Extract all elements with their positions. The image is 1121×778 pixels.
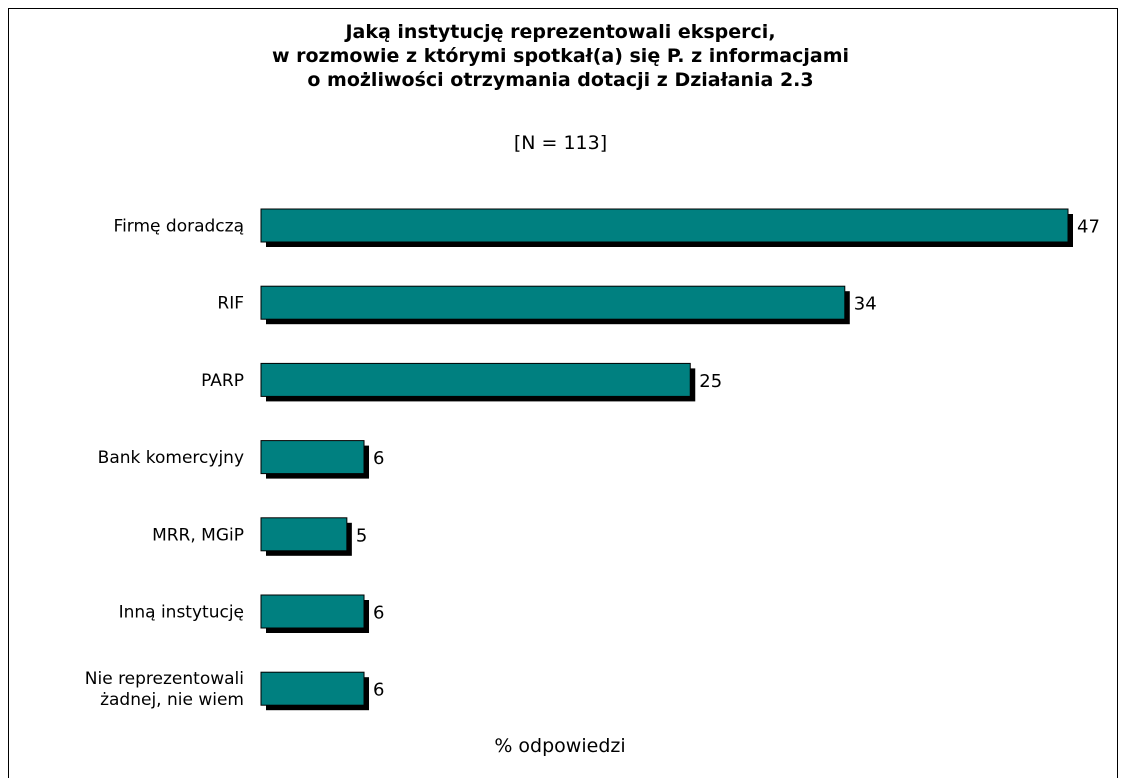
data-label: 6 [373,448,384,469]
category-label: Firmę doradczą [114,217,244,237]
category-label: PARP [201,371,244,391]
data-label: 47 [1077,217,1100,238]
title-line-2: w rozmowie z którymi spotkał(a) się P. z… [271,45,850,67]
category-label: RIF [217,294,244,314]
data-label: 6 [373,603,384,624]
bar [260,517,348,552]
category-label: żadnej, nie wiem [100,690,244,710]
chart-subtitle: [N = 113] [513,132,608,154]
category-label: MRR, MGiP [152,525,244,545]
title-line-3: o możliwości otrzymania dotacji z Działa… [307,69,814,91]
chart-title: Jaką instytucję reprezentowali eksperci,… [0,20,1121,92]
bar [260,594,365,629]
category-label: Inną instytucję [119,603,244,623]
bar [260,362,691,397]
category-label: Nie reprezentowali [85,669,244,689]
data-label: 34 [854,294,877,315]
x-axis-label: % odpowiedzi [494,735,626,757]
bar [260,671,365,706]
title-line-1: Jaką instytucję reprezentowali eksperci, [345,21,776,43]
category-label: Bank komercyjny [98,448,244,468]
data-label: 6 [373,680,384,701]
bar [260,285,846,320]
data-label: 25 [699,371,722,392]
data-label: 5 [356,525,367,546]
bar [260,208,1069,243]
chart-frame [8,8,1118,778]
bar [260,440,365,475]
